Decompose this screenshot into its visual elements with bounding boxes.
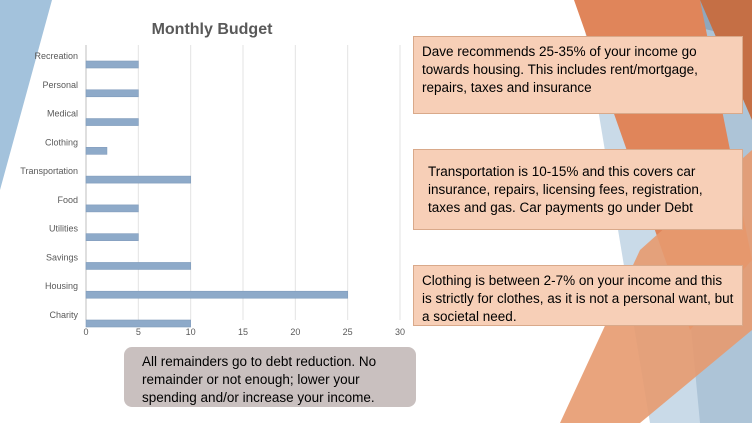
chart-x-tick-label: 25: [343, 327, 353, 337]
chart-bar-medical: [85, 118, 139, 126]
chart-x-tick-label: 10: [186, 327, 196, 337]
budget-bar-chart: Recreation Personal Medical Clothing Transpo…: [20, 21, 405, 337]
housing-callout: Dave recommends 25-35% of your income go…: [413, 36, 743, 114]
chart-category-label: Housing: [45, 281, 78, 291]
chart-bar-clothing: [85, 147, 108, 155]
chart-bar-housing: [85, 290, 348, 299]
clothing-callout: Clothing is between 2-7% on your income …: [413, 265, 743, 326]
left-blue-accent-shape: [0, 0, 52, 190]
chart-category-label: Charity: [49, 310, 78, 320]
chart-bar-savings: [85, 262, 191, 270]
chart-title: Monthly Budget: [152, 21, 274, 38]
chart-x-tick-label: 15: [238, 327, 248, 337]
chart-category-label: Savings: [46, 252, 79, 262]
chart-bar-food: [85, 204, 139, 213]
chart-category-label: Recreation: [34, 51, 78, 61]
chart-x-tick-label: 0: [83, 327, 88, 337]
chart-bar-personal: [85, 89, 139, 98]
transportation-callout: Transportation is 10-15% and this covers…: [413, 149, 743, 230]
chart-category-label: Utilities: [49, 224, 79, 234]
chart-value-labels: 0 5 10 15 20 25 30: [83, 327, 405, 337]
chart-bar-transportation: [85, 175, 191, 184]
chart-category-label: Transportation: [20, 166, 78, 176]
debt-reduction-note: All remainders go to debt reduction. No …: [124, 347, 416, 407]
chart-bars: [85, 60, 348, 328]
chart-x-tick-label: 5: [136, 327, 141, 337]
chart-x-tick-label: 20: [290, 327, 300, 337]
chart-category-label: Clothing: [45, 137, 78, 147]
chart-category-labels: Recreation Personal Medical Clothing Transpo…: [20, 51, 78, 320]
chart-category-label: Food: [57, 195, 78, 205]
chart-bar-recreation: [85, 60, 139, 69]
chart-category-label: Personal: [42, 80, 78, 90]
chart-bar-utilities: [85, 233, 139, 241]
chart-x-tick-label: 30: [395, 327, 405, 337]
chart-bar-charity: [85, 319, 191, 328]
chart-category-label: Medical: [47, 109, 78, 119]
